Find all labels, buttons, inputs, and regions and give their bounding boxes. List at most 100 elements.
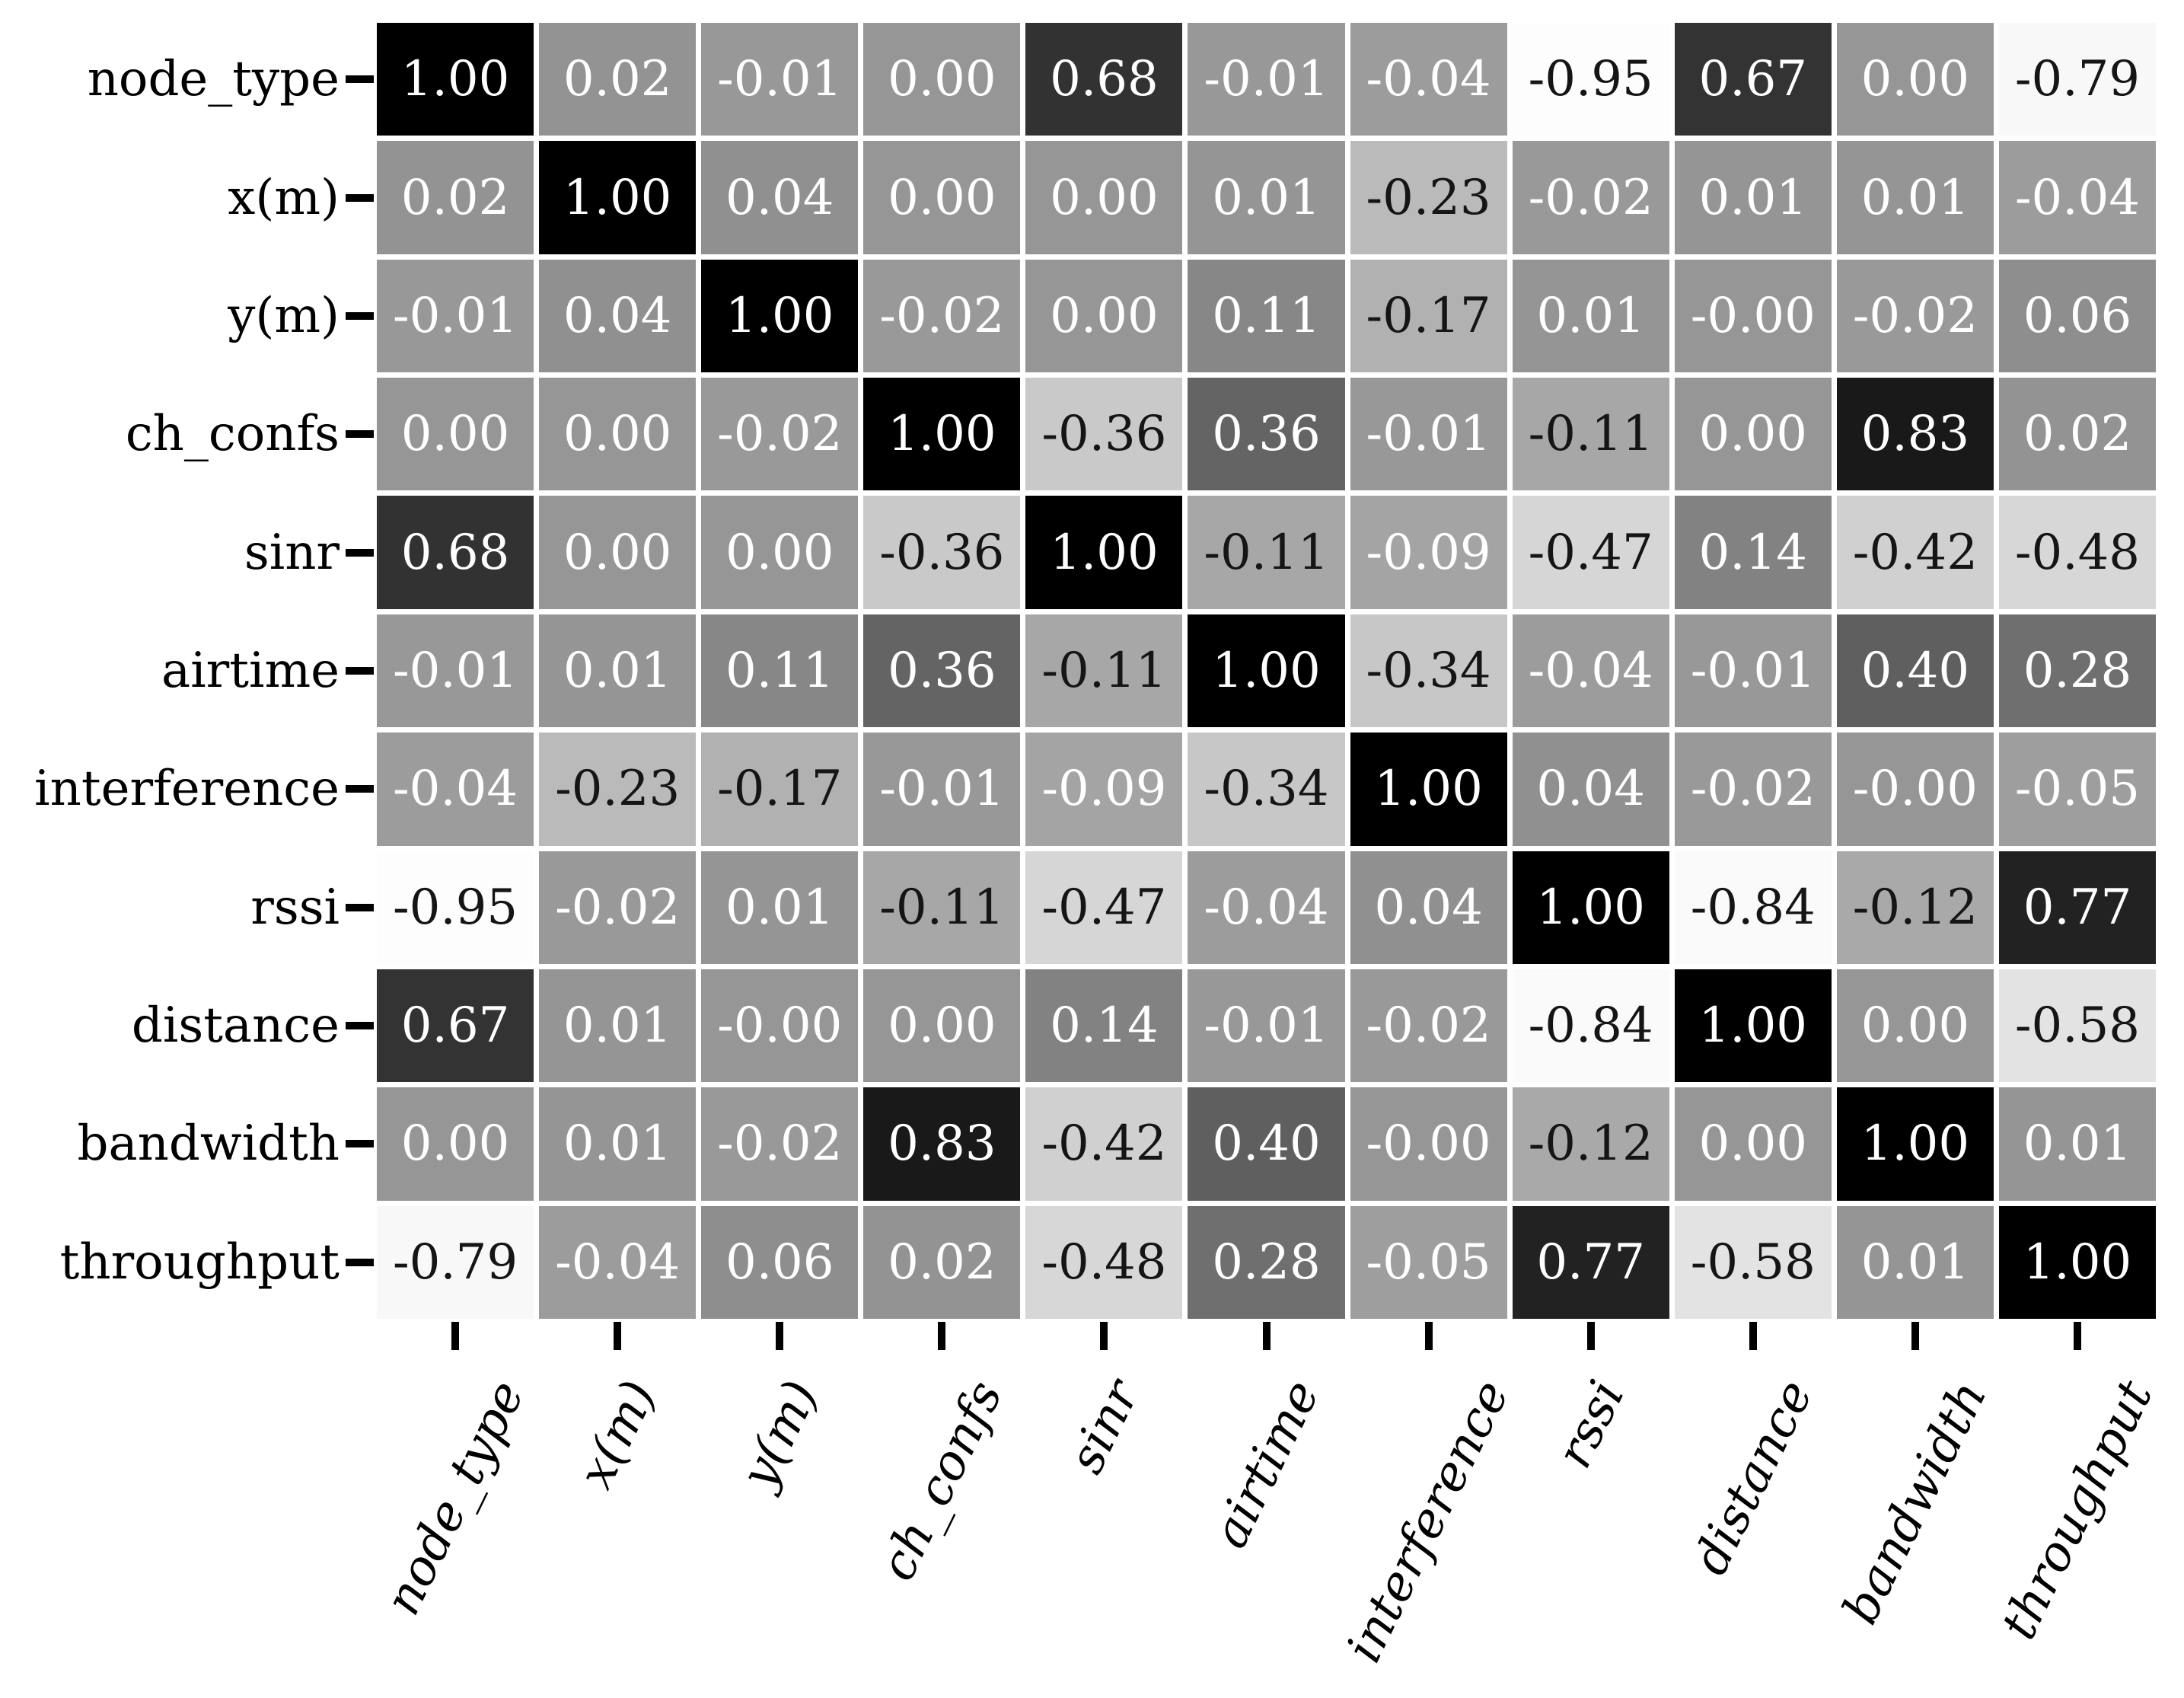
- heatmap-cell-throughput-node_type: -0.79: [377, 1205, 534, 1319]
- cell-value: -0.01: [1204, 997, 1329, 1055]
- x-axis-label-interference: interference: [1336, 1371, 1521, 1671]
- heatmap-cell-node_type-y(m): -0.01: [701, 23, 859, 136]
- cell-value: 0.67: [400, 997, 510, 1055]
- cell-value: -0.12: [1528, 1116, 1653, 1173]
- cell-value: -0.01: [392, 287, 518, 344]
- y-axis-tick: [346, 1258, 374, 1266]
- x-axis-tick: [1749, 1322, 1757, 1350]
- heatmap-cell-distance-bandwidth: 0.00: [1836, 969, 1994, 1083]
- cell-value: -0.23: [555, 761, 681, 818]
- heatmap-cell-distance-interference: -0.02: [1350, 969, 1507, 1083]
- y-axis-label-distance: distance: [131, 997, 340, 1055]
- heatmap-cell-bandwidth-node_type: 0.00: [377, 1087, 534, 1201]
- heatmap-cell-rssi-bandwidth: -0.12: [1836, 851, 1994, 964]
- cell-value: -0.11: [1041, 642, 1167, 699]
- heatmap-cell-x(m)-interference: -0.23: [1350, 141, 1507, 254]
- heatmap-cell-interference-node_type: -0.04: [377, 733, 534, 846]
- cell-value: -0.05: [1366, 1234, 1491, 1291]
- heatmap-cell-x(m)-y(m): 0.04: [701, 141, 859, 254]
- cell-value: 0.06: [2023, 287, 2132, 344]
- y-axis-tick: [346, 903, 374, 911]
- heatmap-cell-interference-distance: -0.02: [1674, 733, 1832, 846]
- heatmap-cell-node_type-distance: 0.67: [1674, 23, 1832, 136]
- cell-value: 0.68: [400, 524, 510, 581]
- heatmap-cell-interference-airtime: -0.34: [1188, 733, 1345, 846]
- x-axis-tick: [1586, 1322, 1595, 1350]
- heatmap-cell-node_type-node_type: 1.00: [377, 23, 534, 136]
- cell-value: 0.36: [888, 642, 996, 699]
- cell-value: 0.83: [1860, 406, 1970, 463]
- cell-value: -0.01: [392, 642, 518, 699]
- cell-value: -0.48: [1041, 1234, 1167, 1291]
- cell-value: 0.00: [400, 1116, 510, 1173]
- heatmap-cell-bandwidth-throughput: 0.01: [1998, 1087, 2156, 1201]
- heatmap-cell-x(m)-throughput: -0.04: [1998, 141, 2156, 254]
- heatmap-cell-rssi-node_type: -0.95: [377, 851, 534, 964]
- cell-value: -0.36: [879, 524, 1005, 581]
- cell-value: 0.00: [1860, 51, 1970, 108]
- heatmap-cell-bandwidth-rssi: -0.12: [1512, 1087, 1669, 1201]
- cell-value: 0.00: [1698, 1116, 1808, 1173]
- heatmap-cell-x(m)-bandwidth: 0.01: [1836, 141, 1994, 254]
- heatmap-cell-sinr-throughput: -0.48: [1998, 496, 2156, 609]
- cell-value: 1.00: [725, 287, 834, 344]
- cell-value: 1.00: [2023, 1234, 2132, 1291]
- heatmap-cell-distance-sinr: 0.14: [1025, 969, 1183, 1083]
- cell-value: 1.00: [888, 406, 996, 463]
- cell-value: 0.04: [1536, 761, 1645, 818]
- heatmap-cell-interference-sinr: -0.09: [1025, 733, 1183, 846]
- heatmap-cell-interference-x(m): -0.23: [539, 733, 697, 846]
- cell-value: 0.11: [1212, 287, 1321, 344]
- cell-value: 1.00: [1860, 1116, 1970, 1173]
- heatmap-cell-ch_confs-bandwidth: 0.83: [1836, 378, 1994, 491]
- cell-value: -0.01: [1366, 406, 1491, 463]
- cell-value: -0.58: [2014, 997, 2141, 1055]
- x-axis-tick: [1424, 1322, 1433, 1350]
- cell-value: -0.04: [1528, 642, 1653, 699]
- cell-value: 0.01: [1860, 1234, 1970, 1291]
- y-axis-tick: [346, 430, 374, 439]
- x-axis-label-sinr: sinr: [1057, 1371, 1151, 1483]
- heatmap-cell-node_type-sinr: 0.68: [1025, 23, 1183, 136]
- cell-value: 1.00: [1212, 642, 1321, 699]
- cell-value: -0.04: [1366, 51, 1491, 108]
- y-axis-tick: [346, 75, 374, 84]
- cell-value: -0.04: [555, 1234, 681, 1291]
- cell-value: -0.02: [1528, 169, 1653, 226]
- cell-value: -0.02: [555, 879, 681, 936]
- heatmap-cell-ch_confs-rssi: -0.11: [1512, 378, 1669, 491]
- x-axis-tick: [1911, 1322, 1919, 1350]
- cell-value: 0.01: [725, 879, 834, 936]
- cell-value: -0.11: [1204, 524, 1329, 581]
- heatmap-cell-bandwidth-y(m): -0.02: [701, 1087, 859, 1201]
- heatmap-cell-node_type-x(m): 0.02: [539, 23, 697, 136]
- heatmap-cell-throughput-interference: -0.05: [1350, 1205, 1507, 1319]
- cell-value: -0.09: [1041, 761, 1167, 818]
- cell-value: 0.01: [563, 997, 672, 1055]
- cell-value: 0.01: [1536, 287, 1645, 344]
- heatmap-cell-throughput-x(m): -0.04: [539, 1205, 697, 1319]
- cell-value: -0.42: [1041, 1116, 1167, 1173]
- heatmap-cell-distance-throughput: -0.58: [1998, 969, 2156, 1083]
- heatmap-cell-y(m)-throughput: 0.06: [1998, 259, 2156, 373]
- cell-value: -0.47: [1041, 879, 1167, 936]
- heatmap-cell-distance-ch_confs: 0.00: [863, 969, 1021, 1083]
- cell-value: 0.04: [1374, 879, 1483, 936]
- cell-value: 0.28: [2023, 642, 2132, 699]
- heatmap-cell-distance-x(m): 0.01: [539, 969, 697, 1083]
- cell-value: -0.11: [1528, 406, 1653, 463]
- cell-value: -0.00: [717, 997, 843, 1055]
- y-axis-label-y(m): y(m): [228, 287, 340, 344]
- cell-value: -0.04: [1204, 879, 1329, 936]
- heatmap-cell-ch_confs-distance: 0.00: [1674, 378, 1832, 491]
- cell-value: -0.34: [1366, 642, 1491, 699]
- cell-value: -0.84: [1690, 879, 1816, 936]
- cell-value: -0.00: [1366, 1116, 1491, 1173]
- y-axis-tick: [346, 667, 374, 675]
- cell-value: -0.04: [2014, 169, 2141, 226]
- cell-value: 0.77: [2023, 879, 2132, 936]
- cell-value: 0.02: [2023, 406, 2132, 463]
- x-axis-tick: [1100, 1322, 1108, 1350]
- cell-value: 1.00: [1536, 879, 1645, 936]
- cell-value: 0.00: [888, 169, 996, 226]
